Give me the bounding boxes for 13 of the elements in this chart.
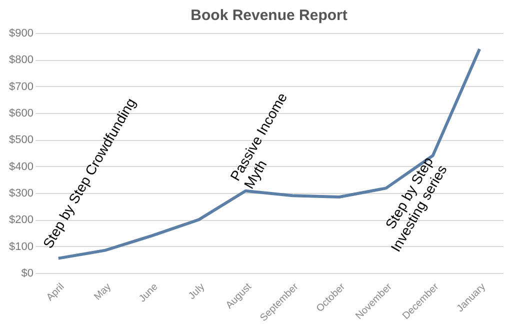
x-tick-label: May	[92, 282, 114, 303]
x-tick-label: July	[186, 282, 208, 302]
y-tick-label: $800	[9, 54, 34, 66]
y-tick-label: $700	[9, 80, 34, 93]
y-tick-label: $400	[9, 160, 34, 173]
y-tick-label: $100	[9, 240, 34, 253]
y-tick-label: $500	[9, 134, 34, 146]
y-tick-label: $200	[9, 214, 34, 226]
y-tick-label: $0	[21, 268, 34, 280]
y-tick-label: $600	[9, 108, 34, 120]
chart-title: Book Revenue Report	[190, 7, 348, 24]
y-tick-label: $900	[9, 28, 34, 40]
y-tick-label: $300	[9, 188, 34, 200]
